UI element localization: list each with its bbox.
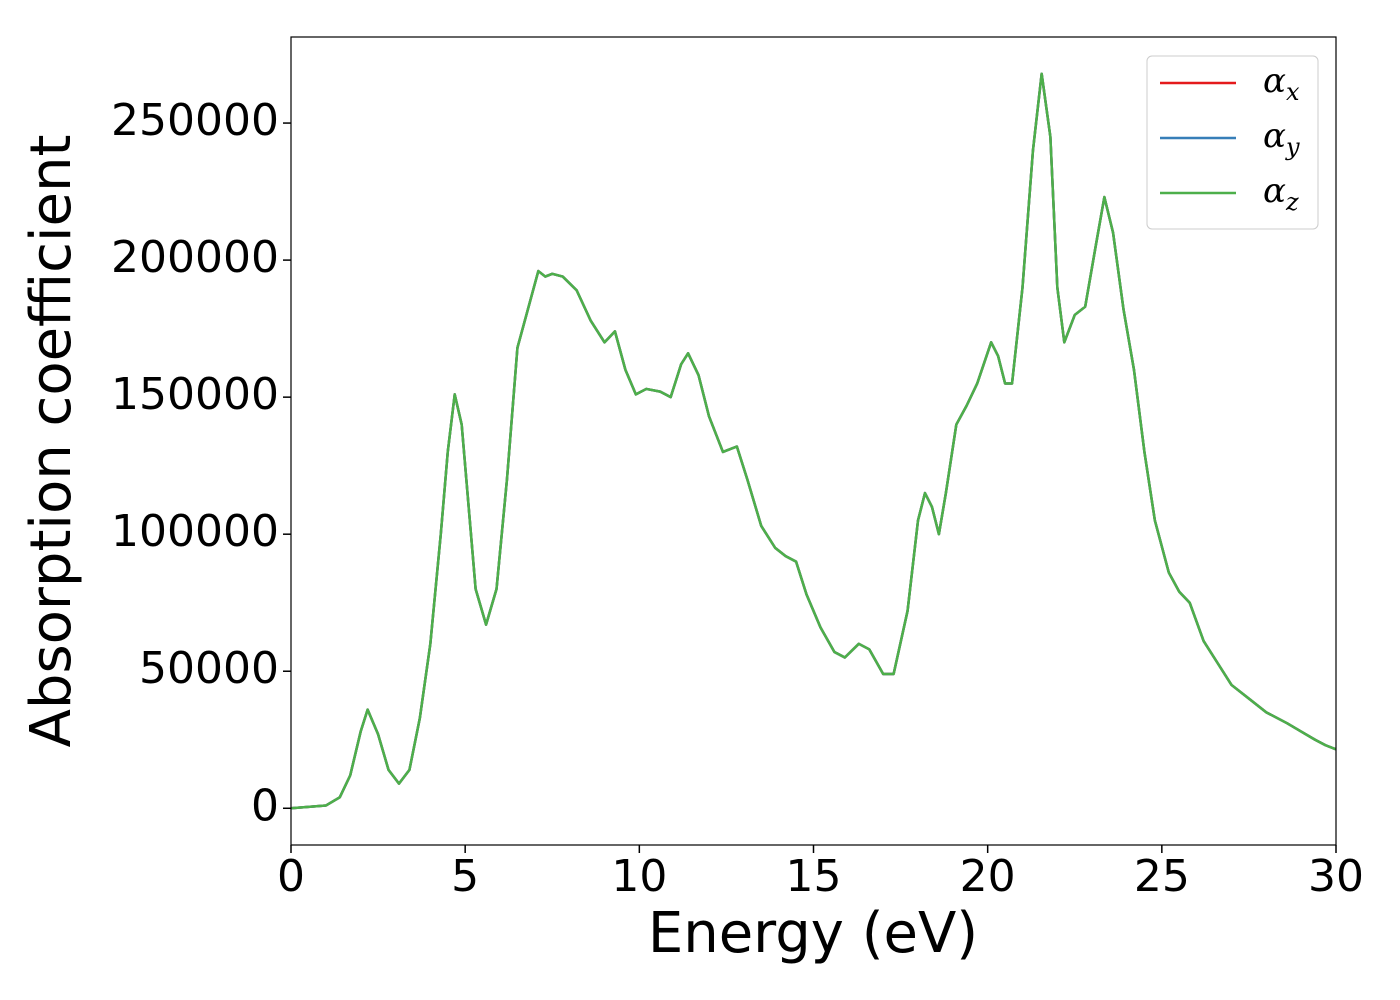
legend-label: αx <box>1263 61 1300 106</box>
y-tick-label: 50000 <box>139 643 279 694</box>
x-tick-label: 20 <box>960 851 1016 902</box>
x-axis-label: Energy (eV) <box>648 901 978 966</box>
x-tick-label: 5 <box>451 851 479 902</box>
x-tick-label: 0 <box>277 851 305 902</box>
legend-box <box>1146 55 1319 230</box>
y-tick-label: 250000 <box>111 95 279 146</box>
legend-label: αz <box>1263 171 1299 216</box>
y-tick-label: 200000 <box>111 232 279 283</box>
y-axis-label: Absorption coefficient <box>19 135 84 748</box>
legend-label: αy <box>1263 116 1300 161</box>
y-tick-label: 150000 <box>111 369 279 420</box>
y-tick-label: 100000 <box>111 506 279 557</box>
x-tick-label: 30 <box>1308 851 1364 902</box>
legend: αx αy αz <box>1146 55 1319 230</box>
x-tick-label: 25 <box>1134 851 1190 902</box>
x-tick-label: 15 <box>786 851 842 902</box>
y-tick-label: 0 <box>251 780 279 831</box>
x-tick-label: 10 <box>611 851 667 902</box>
plot-frame <box>290 36 1337 846</box>
series-line <box>290 72 1337 810</box>
